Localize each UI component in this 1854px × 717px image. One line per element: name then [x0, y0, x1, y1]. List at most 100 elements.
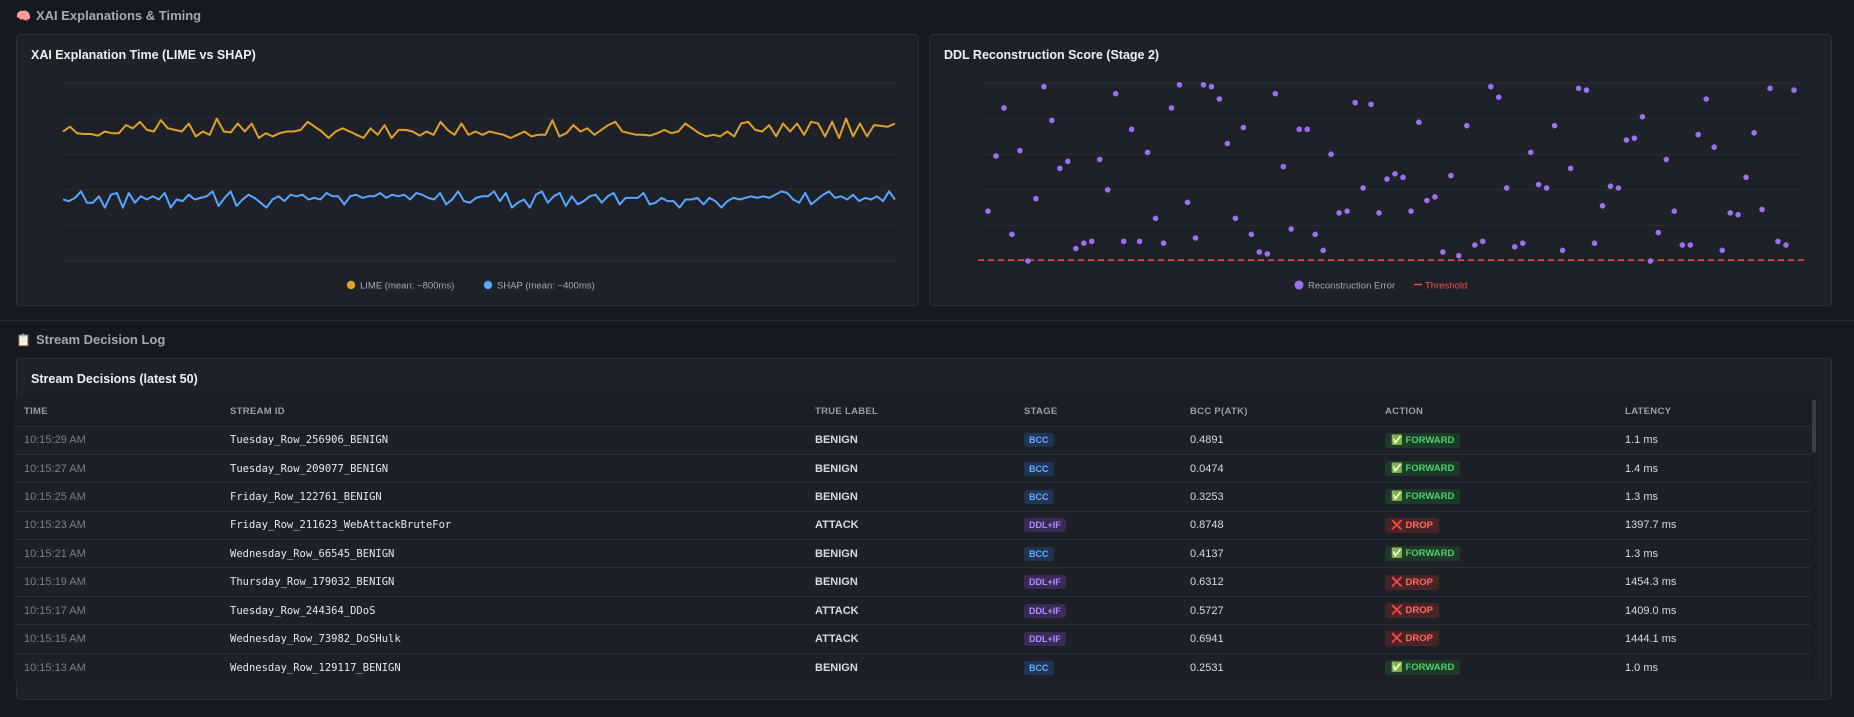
scatter-point[interactable]: [1128, 126, 1135, 133]
scatter-point[interactable]: [1248, 231, 1255, 238]
col-stream-id[interactable]: STREAM ID: [220, 398, 805, 426]
scatter-point[interactable]: [1065, 158, 1071, 165]
scatter-point[interactable]: [1519, 240, 1526, 246]
scatter-point[interactable]: [1376, 210, 1382, 216]
scatter-point[interactable]: [1144, 149, 1151, 156]
scatter-point[interactable]: [1567, 165, 1574, 172]
scatter-point[interactable]: [1344, 208, 1350, 214]
scatter-point[interactable]: [1328, 151, 1334, 157]
scatter-point[interactable]: [1152, 215, 1159, 222]
scatter-point[interactable]: [1575, 85, 1582, 92]
scatter-point[interactable]: [1440, 249, 1446, 255]
table-row[interactable]: 10:15:25 AM Friday_Row_122761_BENIGN BENIG…: [14, 482, 1812, 512]
scatter-point[interactable]: [1551, 122, 1558, 129]
scatter-point[interactable]: [1112, 90, 1119, 97]
scatter-point[interactable]: [1312, 231, 1318, 238]
scatter-point[interactable]: [1432, 194, 1438, 200]
scatter-point[interactable]: [1607, 183, 1614, 189]
scatter-point[interactable]: [1176, 82, 1183, 88]
scatter-point[interactable]: [1208, 83, 1215, 90]
table-row[interactable]: 10:15:15 AM Wednesday_Row_73982_DoSHulk AT…: [14, 624, 1812, 654]
scatter-point[interactable]: [1703, 96, 1709, 102]
scatter-point[interactable]: [1735, 211, 1741, 218]
scatter-point[interactable]: [1041, 83, 1047, 90]
scatter-point[interactable]: [1168, 105, 1175, 111]
scatter-point[interactable]: [1495, 94, 1502, 100]
scatter-point[interactable]: [1384, 176, 1390, 182]
scatter-point[interactable]: [1743, 174, 1749, 181]
table-row[interactable]: 10:15:23 AM Friday_Row_211623_WebAttackBr…: [14, 510, 1812, 540]
scatter-point[interactable]: [1647, 258, 1654, 264]
scatter-point[interactable]: [1360, 185, 1366, 191]
scatter-point[interactable]: [1759, 206, 1765, 213]
scatter-point[interactable]: [1216, 96, 1223, 102]
scatter-point[interactable]: [1543, 185, 1550, 191]
scatter-point[interactable]: [1408, 208, 1414, 214]
scatter-point[interactable]: [1057, 165, 1063, 172]
scatter-point[interactable]: [1480, 238, 1486, 245]
scatter-point[interactable]: [1663, 156, 1670, 163]
scatter-point[interactable]: [1025, 258, 1031, 264]
table-row[interactable]: 10:15:27 AM Tuesday_Row_209077_BENIGN BENI…: [14, 453, 1812, 483]
scatter-point[interactable]: [1352, 99, 1358, 106]
scatter-point[interactable]: [1136, 238, 1143, 245]
scatter-point[interactable]: [1488, 83, 1494, 90]
scatter-point[interactable]: [1687, 242, 1694, 248]
table-row[interactable]: 10:15:29 AM Tuesday_Row_256906_BENIGN BENI…: [14, 425, 1812, 455]
scatter-point[interactable]: [993, 153, 999, 159]
scatter-point[interactable]: [1655, 229, 1662, 236]
scatter-point[interactable]: [1448, 172, 1454, 179]
scatter-point[interactable]: [1160, 240, 1167, 246]
table-scrollbar-track[interactable]: [1811, 398, 1817, 683]
scatter-point[interactable]: [1503, 185, 1510, 191]
scatter-point[interactable]: [1631, 135, 1638, 141]
scatter-point[interactable]: [1511, 244, 1518, 250]
scatter-point[interactable]: [1727, 210, 1733, 216]
col-bcc-p[interactable]: BCC P(ATK): [1180, 398, 1375, 426]
scatter-point[interactable]: [1096, 156, 1103, 163]
scatter-point[interactable]: [1472, 242, 1478, 248]
scatter-point[interactable]: [1280, 163, 1287, 170]
scatter-point[interactable]: [1081, 240, 1087, 246]
table-row[interactable]: 10:15:17 AM Tuesday_Row_244364_DDoS ATTACK…: [14, 595, 1812, 625]
scatter-point[interactable]: [1623, 137, 1630, 143]
scatter-point[interactable]: [1088, 238, 1095, 245]
scatter-point[interactable]: [1049, 117, 1055, 124]
scatter-point[interactable]: [1767, 85, 1773, 92]
scatter-point[interactable]: [1679, 242, 1686, 248]
scatter-point[interactable]: [1256, 249, 1263, 255]
scatter-point[interactable]: [1599, 203, 1606, 209]
scatter-point[interactable]: [1368, 101, 1374, 108]
scatter-point[interactable]: [1719, 247, 1725, 254]
scatter-point[interactable]: [1120, 238, 1127, 245]
scatter-point[interactable]: [1775, 238, 1781, 245]
scatter-point[interactable]: [1184, 199, 1191, 206]
scatter-point[interactable]: [1009, 231, 1015, 238]
col-action[interactable]: ACTION: [1375, 398, 1615, 426]
scatter-point[interactable]: [1527, 149, 1534, 156]
scatter-point[interactable]: [1751, 130, 1757, 136]
scatter-point[interactable]: [1073, 245, 1079, 252]
scatter-point[interactable]: [1017, 147, 1023, 154]
table-scrollbar-thumb[interactable]: [1812, 400, 1816, 453]
scatter-point[interactable]: [1695, 131, 1701, 138]
scatter-point[interactable]: [1104, 187, 1111, 193]
table-row[interactable]: 10:15:19 AM Thursday_Row_179032_BENIGN BEN…: [14, 567, 1812, 597]
scatter-point[interactable]: [1615, 185, 1622, 191]
scatter-point[interactable]: [1464, 122, 1470, 129]
col-latency[interactable]: LATENCY: [1615, 398, 1812, 426]
scatter-point[interactable]: [1456, 252, 1462, 259]
col-time[interactable]: TIME: [14, 398, 220, 426]
col-true-label[interactable]: TRUE LABEL: [805, 398, 1014, 426]
scatter-point[interactable]: [1192, 235, 1199, 241]
scatter-point[interactable]: [1583, 87, 1590, 93]
scatter-point[interactable]: [1711, 144, 1717, 150]
scatter-point[interactable]: [1424, 197, 1430, 204]
scatter-point[interactable]: [1392, 171, 1398, 177]
scatter-point[interactable]: [1033, 195, 1039, 202]
table-row[interactable]: 10:15:21 AM Wednesday_Row_66545_BENIGN BEN…: [14, 539, 1812, 568]
scatter-point[interactable]: [1264, 251, 1271, 257]
scatter-point[interactable]: [1232, 215, 1239, 222]
scatter-point[interactable]: [985, 208, 991, 214]
scatter-point[interactable]: [1320, 247, 1326, 254]
